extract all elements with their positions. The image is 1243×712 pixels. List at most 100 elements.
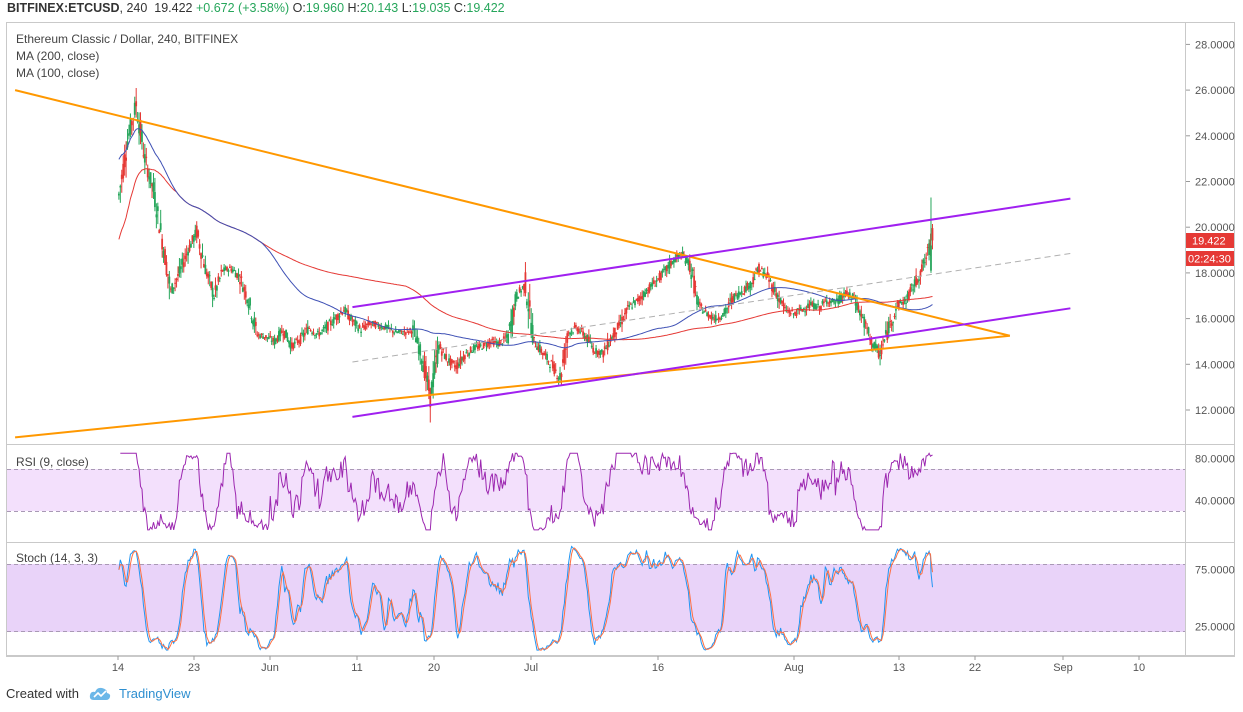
candle-body <box>797 308 799 310</box>
candle-body <box>675 254 678 257</box>
high-label: H: <box>347 1 361 15</box>
candle-body <box>531 325 534 343</box>
candle-body <box>920 264 923 272</box>
candle-body <box>422 365 424 372</box>
candle-body <box>645 289 648 292</box>
candle-body <box>737 291 740 298</box>
candle-body <box>674 258 677 263</box>
candle-body <box>537 346 540 351</box>
time-tick-label: Sep <box>1053 662 1073 674</box>
candle-body <box>167 274 169 276</box>
candle-body <box>207 273 210 278</box>
candle-body <box>429 388 432 408</box>
interval[interactable]: 240 <box>126 1 148 15</box>
candle-body <box>518 287 521 292</box>
candle-body <box>773 287 776 292</box>
candle-body <box>580 327 583 329</box>
candle-body <box>177 273 179 276</box>
candle-body <box>233 269 236 271</box>
candle-body <box>171 283 174 294</box>
candle-body <box>615 332 618 335</box>
candle-body <box>709 316 711 318</box>
footer: Created with TradingView <box>6 686 191 701</box>
time-tick-label: 22 <box>969 662 981 674</box>
ticker-bar: BITFINEX:ETCUSD, 240 19.422 +0.672 (+3.5… <box>7 1 505 15</box>
candle-body <box>282 334 285 336</box>
candle-body <box>396 332 399 334</box>
candle-body <box>818 306 821 311</box>
candle-body <box>492 340 495 346</box>
candle-body <box>301 332 303 335</box>
candle-body <box>410 331 413 334</box>
candle-body <box>658 273 661 280</box>
legend-stoch[interactable]: Stoch (14, 3, 3) <box>16 551 99 565</box>
candle-body <box>495 342 498 344</box>
candle-body <box>840 294 843 303</box>
candle-body <box>556 378 559 380</box>
candle-body <box>508 323 511 327</box>
candle-body <box>285 329 288 338</box>
candle-body <box>352 319 355 321</box>
candle-body <box>243 287 246 291</box>
candle-body <box>902 301 905 305</box>
candle-body <box>523 284 525 291</box>
candle-body <box>279 329 282 337</box>
tradingview-link[interactable]: TradingView <box>118 686 191 701</box>
rsi-tick-label: 80.0000 <box>1195 454 1235 466</box>
candle-body <box>550 360 553 362</box>
candle-body <box>474 345 476 350</box>
candle-body <box>922 259 925 264</box>
candle-body <box>218 278 221 280</box>
candle-body <box>719 318 721 320</box>
symbol[interactable]: BITFINEX:ETCUSD <box>7 1 120 15</box>
price-tick-label: 20.0000 <box>1195 222 1235 234</box>
candle-body <box>877 350 880 358</box>
legend-ma100[interactable]: MA (100, close) <box>16 66 100 80</box>
channel-lower-line <box>352 307 1071 418</box>
candle-body <box>890 323 893 326</box>
legend-rsi[interactable]: RSI (9, close) <box>16 455 89 469</box>
candle-body <box>497 341 499 347</box>
candle-body <box>541 352 544 355</box>
candle-body <box>528 300 531 307</box>
candle-body <box>227 270 230 273</box>
candle-body <box>237 274 240 277</box>
candle-body <box>693 275 696 294</box>
candle-body <box>435 355 437 358</box>
candle-body <box>315 333 318 335</box>
candle-body <box>442 348 445 350</box>
candle-body <box>825 300 828 304</box>
candle-body <box>910 284 913 286</box>
channel-upper-line <box>352 197 1071 309</box>
candle-body <box>327 321 329 331</box>
candle-body <box>200 253 202 259</box>
candle-body <box>344 307 347 315</box>
candle-body <box>724 307 727 314</box>
legend-ma200[interactable]: MA (200, close) <box>16 49 100 63</box>
candle-body <box>149 172 152 184</box>
candle-body <box>458 363 461 367</box>
candle-body <box>133 102 136 115</box>
time-tick-label: 11 <box>351 662 362 674</box>
candle-body <box>753 278 756 280</box>
candle-body <box>605 348 608 350</box>
candle-body <box>538 344 541 353</box>
candle-body <box>871 344 874 348</box>
candle-body <box>350 314 352 320</box>
candle-body <box>830 300 832 303</box>
chart[interactable]: 28.0000 26.0000 24.0000 22.0000 20.0000 18.00… <box>6 0 1239 678</box>
candle-body <box>341 312 344 315</box>
candle-body <box>687 259 690 265</box>
candle-body <box>363 324 365 328</box>
candle-body <box>373 321 375 327</box>
candle-body <box>319 332 322 335</box>
candle-body <box>259 335 262 338</box>
time-tick-label: 23 <box>188 662 200 674</box>
candle-body <box>664 266 667 271</box>
candle-body <box>784 306 786 309</box>
candle-body <box>151 183 153 187</box>
candle-body <box>848 292 851 298</box>
candle-body <box>792 313 795 315</box>
candle-body <box>874 343 877 349</box>
candle-body <box>706 312 708 317</box>
